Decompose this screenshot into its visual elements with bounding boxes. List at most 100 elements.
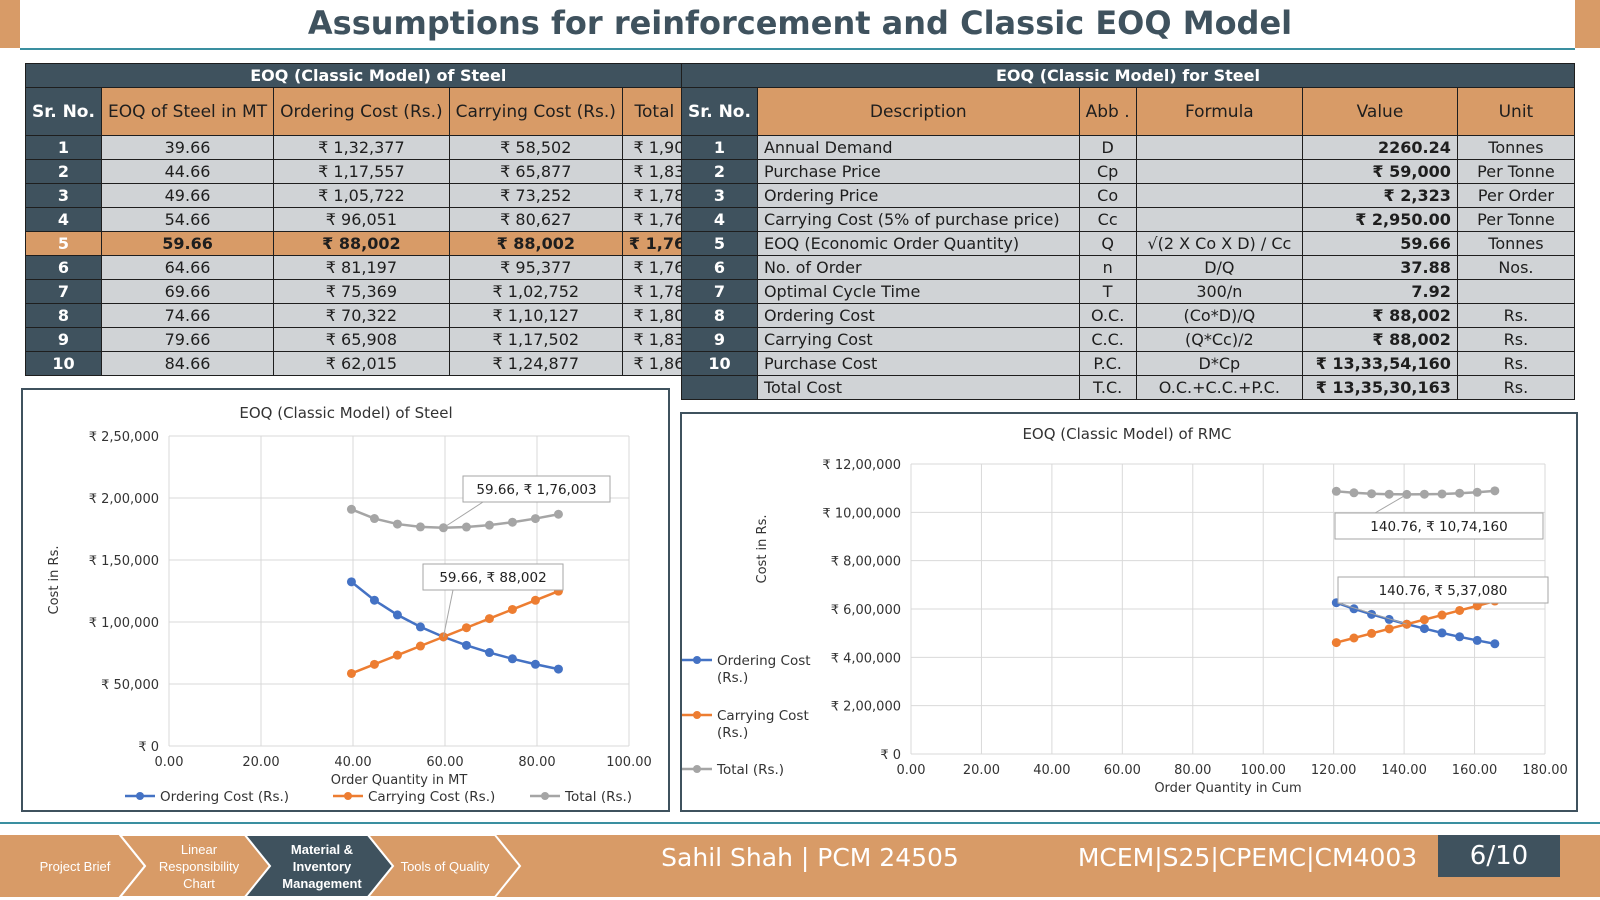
y-tick-label: ₹ 10,00,000 [822,506,901,521]
table-cell: 79.66 [100,327,275,352]
table-row: 3 49.66 ₹ 1,05,722 ₹ 73,252 ₹ 1,78,973 [25,183,732,208]
title-accent-right [1575,0,1600,48]
page-title: Assumptions for reinforcement and Classi… [307,4,1293,42]
x-tick-label: 140.00 [1381,763,1427,778]
series-line [350,508,559,530]
data-point [392,610,402,620]
legend-label: Ordering Cost (Rs.) [160,789,289,805]
y-tick-label: ₹ 2,00,000 [831,700,901,715]
nav-linear-responsibility-chart[interactable]: Linear Responsibility Chart [158,841,240,891]
data-point [484,648,494,658]
table-cell: Nos. [1456,255,1576,280]
table-cell: ₹ 96,051 [273,207,450,232]
nav-project-brief[interactable]: Project Brief [39,858,111,874]
y-axis-label: Cost in Rs. [755,515,770,584]
data-point [369,659,379,669]
annotation-leader [1374,493,1408,514]
data-point [369,595,379,605]
y-tick-label: ₹ 1,50,000 [89,554,159,569]
table-cell: ₹ 88,002 [273,231,450,256]
legend-marker [693,765,701,773]
series-line [350,580,559,671]
column-header: Description [756,87,1080,136]
table-cell: ₹ 88,002 [1302,327,1458,352]
table-cell: ₹ 65,877 [448,159,623,184]
data-point [1455,488,1465,498]
table-cell: Q [1078,231,1137,256]
y-tick-label: ₹ 50,000 [101,678,159,693]
x-tick-label: 80.00 [1174,763,1211,778]
data-point [1419,489,1429,499]
table-row: 5 59.66 ₹ 88,002 ₹ 88,002 ₹ 1,76,003 [25,231,732,256]
data-point [1437,610,1447,620]
data-point [1384,624,1394,634]
data-point [507,517,517,527]
y-tick-label: ₹ 2,00,000 [89,492,159,507]
table-cell [681,375,758,400]
x-tick-label: 100.00 [606,755,652,770]
table-cell: 10 [681,351,758,376]
y-tick-label: ₹ 4,00,000 [831,651,901,666]
x-tick-label: 20.00 [242,755,279,770]
y-tick-label: ₹ 8,00,000 [831,555,901,570]
table-cell: D [1078,135,1137,160]
table-row: 8 74.66 ₹ 70,322 ₹ 1,10,127 ₹ 1,80,448 [25,303,732,328]
table-cell: 44.66 [100,159,275,184]
annotation-box [1334,512,1544,540]
annotation-leader [1337,602,1407,625]
table-cell: Per Tonne [1456,207,1576,232]
annotation-label: 140.76, ₹ 10,74,160 [1370,519,1507,535]
nav-material-inventory-management[interactable]: Material & Inventory Management [282,841,362,891]
table-cell: 7.92 [1302,279,1458,304]
data-point [1384,489,1394,499]
table-cell: 49.66 [100,183,275,208]
table-cell: Per Order [1456,183,1576,208]
table-cell: Rs. [1456,375,1576,400]
table-cell: ₹ 2,323 [1302,183,1458,208]
table-cell [1456,279,1576,304]
table-cell: ₹ 1,24,877 [448,351,623,376]
data-point [1419,615,1429,625]
data-point [1472,487,1482,497]
y-tick-label: ₹ 0 [138,740,159,755]
table-cell: Purchase Cost [756,351,1080,376]
table-cell: 8 [681,303,758,328]
annotation-box [1337,576,1549,604]
course-code: MCEM|S25|CPEMC|CM4003 [1077,843,1418,872]
column-header: Carrying Cost (Rs.) [448,87,623,136]
table-row: 9 79.66 ₹ 65,908 ₹ 1,17,502 ₹ 1,83,409 [25,327,732,352]
table-cell: ₹ 73,252 [448,183,623,208]
table-cell: Purchase Price [756,159,1080,184]
table-cell: (Co*D)/Q [1135,303,1304,328]
table-cell: 7 [25,279,102,304]
y-axis-label: Cost in Rs. [47,546,62,615]
column-header: EOQ of Steel in MT [100,87,275,136]
data-point [369,514,379,524]
x-tick-label: 0.00 [155,755,184,770]
table-row: Total Cost T.C. O.C.+C.C.+P.C. ₹ 13,35,30,1… [681,375,1576,400]
data-point [1384,614,1394,624]
data-point [1367,489,1377,499]
table-row: 1 39.66 ₹ 1,32,377 ₹ 58,502 ₹ 1,90,879 [25,135,732,160]
data-point [1349,604,1359,614]
table-row: 9 Carrying Cost C.C. (Q*Cc)/2 ₹ 88,002 Rs. [681,327,1576,352]
table-cell: ₹ 95,377 [448,255,623,280]
x-tick-label: 0.00 [897,763,926,778]
data-point [553,664,563,674]
data-point [1367,609,1377,619]
x-tick-label: 40.00 [334,755,371,770]
series-line [1335,601,1496,646]
data-point [1490,639,1500,649]
nav-tools-of-quality[interactable]: Tools of Quality [400,858,490,874]
data-point [346,504,356,514]
annotation-box [422,563,564,591]
column-header: Formula [1135,87,1304,136]
table-cell: 4 [25,207,102,232]
table-cell: ₹ 59,000 [1302,159,1458,184]
table-cell: Tonnes [1456,135,1576,160]
table-cell: (Q*Cc)/2 [1135,327,1304,352]
rmc-eoq-chart: EOQ (Classic Model) of RMC 0.00 20.00 40.00… [680,412,1578,812]
legend-marker [541,792,549,800]
table-cell [1135,135,1304,160]
data-point [1472,601,1482,611]
